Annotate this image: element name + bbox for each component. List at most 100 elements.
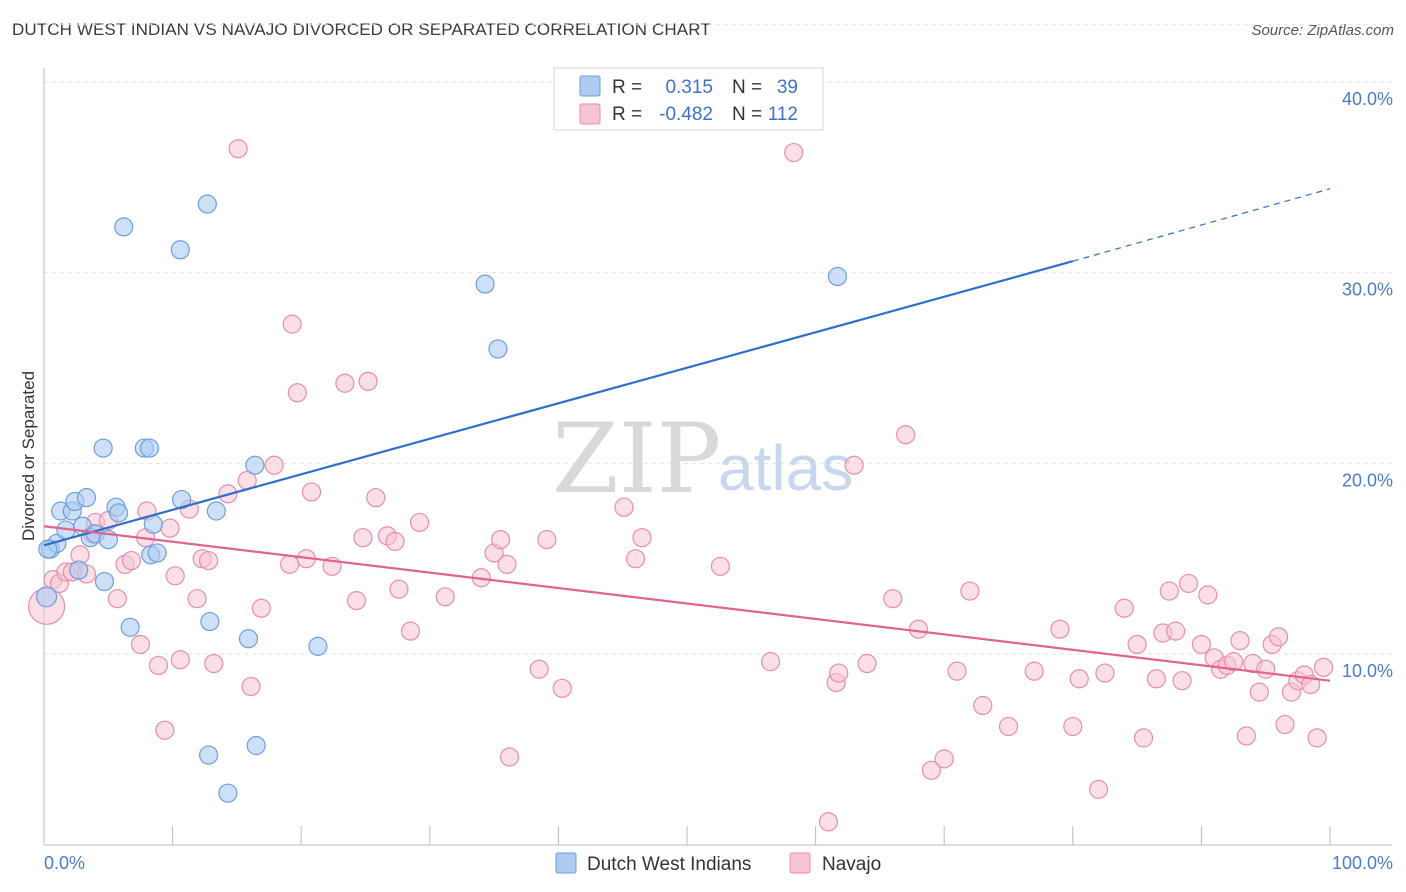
- navajo-point: [973, 695, 993, 716]
- dutch-west-indian-point: [35, 586, 58, 608]
- navajo-point: [282, 314, 302, 334]
- legend-swatch-blue: [579, 75, 601, 97]
- correlation-legend: R = 0.315 N = 39 R = -0.482 N = 112: [553, 67, 824, 131]
- navajo-point: [1275, 714, 1295, 735]
- navajo-point: [1172, 671, 1192, 691]
- navajo-point: [829, 663, 849, 683]
- watermark: ZIP atlas: [552, 403, 853, 515]
- navajo-point: [346, 591, 367, 611]
- navajo-point: [784, 142, 804, 163]
- y-tick-label: 10.0%: [1342, 661, 1393, 681]
- dutch-west-indian-point: [94, 571, 115, 592]
- dutch-west-indian-trend-line: [43, 260, 1074, 547]
- navajo-point: [614, 497, 634, 517]
- navajo-point: [760, 652, 781, 672]
- bottom-legend-label-pink: Navajo: [822, 854, 881, 875]
- dutch-west-indian-point: [200, 611, 220, 632]
- navajo-point: [537, 529, 557, 550]
- dutch-west-indian-point: [218, 783, 238, 803]
- navajo-point: [529, 659, 549, 679]
- navajo-point: [264, 455, 284, 475]
- navajo-point: [301, 482, 322, 502]
- y-tick-labels: 10.0% 20.0% 30.0% 40.0%: [1342, 89, 1393, 681]
- navajo-point: [148, 655, 169, 676]
- y-tick-label: 30.0%: [1342, 280, 1393, 300]
- dutch-west-indian-trend-extension: [1072, 188, 1331, 262]
- navajo-point: [1198, 585, 1218, 605]
- dutch-west-indian-point: [139, 438, 160, 458]
- dutch-west-indian-point: [120, 617, 140, 637]
- navajo-point: [1069, 669, 1089, 689]
- bottom-legend-label-blue: Dutch West Indians: [587, 854, 751, 875]
- legend-r-label-pink: R =: [612, 104, 642, 125]
- bottom-legend-swatch-blue: [555, 852, 577, 874]
- legend-r-value-blue: 0.315: [665, 77, 713, 98]
- dutch-west-indian-point: [147, 543, 167, 563]
- navajo-point: [934, 749, 954, 769]
- legend-n-value-blue: 39: [777, 77, 798, 98]
- x-tick-label-max: 100.0%: [1332, 853, 1393, 873]
- legend-n-label-blue: N =: [732, 77, 762, 98]
- navajo-point: [385, 531, 405, 552]
- y-tick-label: 40.0%: [1342, 89, 1393, 109]
- navajo-point: [170, 650, 190, 670]
- navajo-point: [1146, 669, 1166, 689]
- navajo-point: [121, 550, 142, 571]
- navajo-point: [287, 383, 307, 403]
- navajo-trend-line: [43, 525, 1331, 682]
- navajo-point: [710, 556, 731, 576]
- dutch-west-indian-point: [170, 240, 190, 260]
- navajo-point: [632, 528, 652, 548]
- navajo-point: [960, 581, 980, 601]
- navajo-point: [251, 598, 271, 618]
- navajo-point: [335, 373, 355, 393]
- navajo-point: [1191, 634, 1212, 655]
- navajo-point: [998, 716, 1019, 737]
- dutch-west-indian-point: [143, 514, 163, 534]
- dutch-west-indian-point: [246, 735, 266, 756]
- navajo-point: [1088, 779, 1109, 799]
- navajo-point: [435, 587, 455, 607]
- navajo-point: [1313, 657, 1334, 677]
- dutch-west-indian-point: [206, 501, 226, 521]
- navajo-point: [204, 653, 224, 674]
- dutch-west-indian-point: [245, 455, 265, 475]
- navajo-point: [1024, 661, 1044, 681]
- dutch-west-indian-point: [827, 266, 848, 287]
- y-tick-label: 20.0%: [1342, 470, 1393, 490]
- navajo-point: [228, 139, 248, 159]
- navajo-point: [400, 621, 421, 641]
- navajo-point: [107, 589, 127, 609]
- legend-r-label-blue: R =: [612, 77, 642, 98]
- navajo-point: [1268, 627, 1289, 647]
- navajo-point: [908, 619, 929, 639]
- navajo-point: [160, 518, 180, 538]
- navajo-point: [896, 425, 916, 445]
- x-tick-label-min: 0.0%: [44, 853, 85, 873]
- dutch-west-indian-point: [238, 629, 259, 649]
- dutch-west-indian-point: [93, 438, 113, 458]
- navajo-point: [490, 529, 511, 550]
- navajo-point: [1063, 716, 1083, 737]
- navajo-point: [857, 653, 877, 674]
- navajo-point: [497, 554, 517, 574]
- navajo-point: [1159, 581, 1179, 601]
- legend-n-label-pink: N =: [732, 104, 762, 125]
- navajo-point: [241, 676, 261, 697]
- dutch-west-indian-point: [114, 217, 134, 237]
- navajo-point: [1230, 631, 1250, 651]
- navajo-point: [625, 549, 646, 569]
- navajo-point: [921, 760, 941, 780]
- navajo-point: [409, 512, 430, 533]
- watermark-zip: ZIP: [552, 403, 721, 515]
- navajo-point: [552, 678, 572, 698]
- legend-n-value-pink: 112: [768, 104, 798, 125]
- navajo-point: [1223, 652, 1244, 672]
- navajo-point: [1178, 573, 1199, 594]
- trend-lines: [43, 188, 1331, 682]
- bottom-legend-swatch-pink: [789, 852, 811, 874]
- navajo-point: [353, 528, 373, 548]
- navajo-point: [366, 488, 386, 508]
- navajo-point: [1307, 728, 1327, 748]
- navajo-point: [947, 661, 967, 681]
